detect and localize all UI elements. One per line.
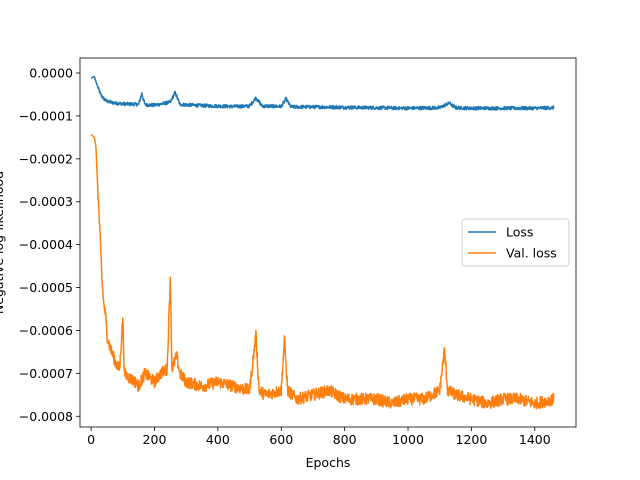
- x-tick-label: 600: [269, 432, 293, 447]
- y-tick-label: −0.0007: [19, 366, 73, 381]
- y-tick-label: −0.0004: [19, 237, 73, 252]
- legend: Loss Val. loss: [461, 218, 570, 267]
- legend-label: Val. loss: [506, 246, 557, 261]
- x-tick-label: 800: [333, 432, 357, 447]
- y-tick-label: −0.0008: [19, 409, 73, 424]
- y-tick-label: −0.0005: [19, 280, 73, 295]
- x-axis-label: Epochs: [306, 455, 351, 470]
- series-line-loss: [90, 75, 555, 111]
- legend-label: Loss: [506, 225, 533, 240]
- y-axis-label: Negative log-likelihood: [0, 171, 6, 314]
- y-tick-label: −0.0002: [19, 151, 73, 166]
- axes-frame: [79, 57, 577, 428]
- y-tick-label: −0.0001: [19, 108, 73, 123]
- x-tick-label: 1400: [519, 432, 551, 447]
- series-line-val-loss: [90, 133, 555, 410]
- x-tick-label: 1200: [456, 432, 488, 447]
- axes: 0 200 400 600 800 1000 1200 1400 0.0000 −0.0001 −0…: [0, 57, 577, 470]
- plot-area: [90, 75, 555, 410]
- x-tick-label: 0: [87, 432, 95, 447]
- y-tick-label: −0.0003: [19, 194, 73, 209]
- x-tick-label: 1000: [392, 432, 424, 447]
- x-tick-label: 200: [143, 432, 167, 447]
- legend-box: [461, 218, 570, 267]
- y-tick-label: −0.0006: [19, 323, 73, 338]
- x-tick-label: 400: [206, 432, 230, 447]
- y-tick-label: 0.0000: [29, 66, 73, 81]
